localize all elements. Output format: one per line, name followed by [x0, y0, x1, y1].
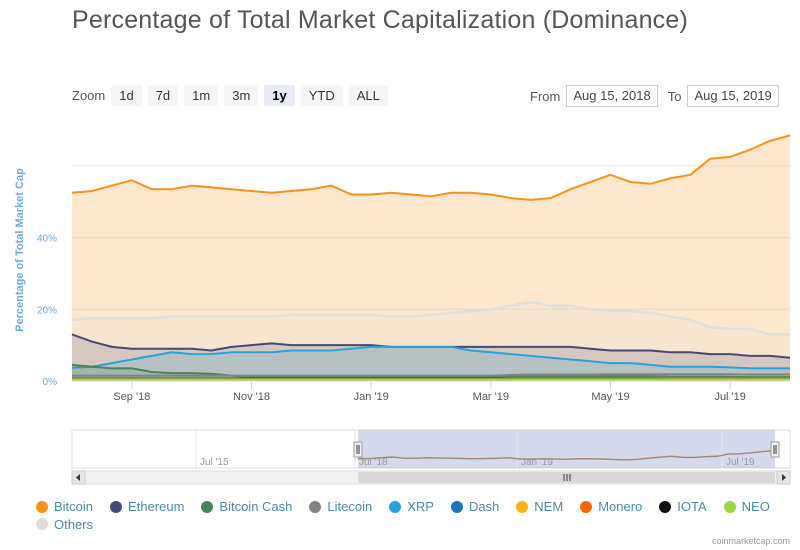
legend-label: IOTA: [677, 499, 707, 514]
from-date-input[interactable]: Aug 15, 2018: [566, 85, 658, 107]
zoom-1m-button[interactable]: 1m: [184, 84, 219, 106]
zoom-all-button[interactable]: ALL: [348, 84, 388, 106]
legend-dot-icon: [389, 500, 402, 513]
legend-dot-icon: [36, 518, 48, 530]
y-tick-label: 0%: [43, 377, 58, 388]
legend-label: NEM: [534, 499, 564, 514]
navigator-handle[interactable]: [353, 441, 363, 458]
others-line: [71, 300, 790, 336]
legend-item-ethereum[interactable]: Ethereum: [110, 498, 184, 515]
x-tick-label: Jul '19: [714, 391, 745, 403]
y-tick-label: 20%: [37, 305, 57, 316]
legend: Bitcoin Ethereum Bitcoin Cash Litecoin XRP Da…: [36, 498, 796, 533]
legend-dot-icon: [723, 500, 736, 513]
from-label: From: [530, 88, 561, 104]
xrp-area: [72, 346, 790, 381]
legend-item-others[interactable]: Others: [36, 516, 93, 533]
legend-dot-icon: [110, 500, 123, 513]
bitcoin-cash-line: [71, 363, 790, 379]
legend-dot-icon: [659, 500, 672, 513]
navigator-selection[interactable]: [358, 430, 775, 468]
navigator-tick-label: Jul '15: [200, 457, 229, 468]
legend-item-litecoin[interactable]: Litecoin: [309, 498, 372, 515]
x-tick-label: May '19: [591, 391, 629, 403]
legend-dot-icon: [516, 500, 529, 513]
legend-dot-icon: [309, 500, 322, 513]
zoom-7d-button[interactable]: 7d: [147, 84, 179, 106]
zoom-ytd-button[interactable]: YTD: [300, 84, 343, 106]
bitcoin-area: [72, 135, 790, 381]
legend-item-monero[interactable]: Monero: [580, 498, 642, 515]
zoom-1d-button[interactable]: 1d: [111, 84, 142, 106]
legend-item-neo[interactable]: NEO: [723, 498, 770, 515]
chart-title: Percentage of Total Market Capitalizatio…: [72, 6, 688, 34]
zoom-label: Zoom: [72, 87, 106, 103]
legend-item-nem[interactable]: NEM: [516, 498, 563, 515]
legend-item-xrp[interactable]: XRP: [389, 498, 434, 515]
legend-dot-icon: [201, 500, 214, 513]
arrow-left-icon: [76, 474, 80, 481]
legend-label: Others: [54, 516, 94, 532]
x-tick-label: Sep '18: [113, 391, 150, 403]
y-axis-label: Percentage of Total Market Cap: [14, 168, 26, 332]
navigator-handle[interactable]: [770, 441, 780, 458]
zoom-controls: Zoom 1d 7d 1m 3m 1y YTD ALL: [72, 84, 394, 106]
legend-dot-icon: [36, 500, 48, 513]
navigator[interactable]: Jul '15 Jul '18 Jan '19 Jul '19: [71, 429, 791, 485]
y-tick-label: 40%: [37, 234, 57, 245]
x-tick-label: Jan '19: [354, 391, 389, 403]
legend-item-dash[interactable]: Dash: [450, 498, 500, 515]
legend-label: Monero: [598, 499, 643, 514]
x-tick-label: Nov '18: [233, 391, 270, 403]
series-areas: [71, 134, 791, 381]
legend-label: XRP: [407, 499, 434, 514]
legend-item-iota[interactable]: IOTA: [659, 498, 707, 515]
legend-item-bitcoin-cash[interactable]: Bitcoin Cash: [201, 498, 292, 515]
legend-label: Bitcoin Cash: [219, 499, 293, 514]
legend-item-bitcoin[interactable]: Bitcoin: [36, 498, 93, 515]
legend-label: NEO: [741, 499, 770, 514]
to-date-input[interactable]: Aug 15, 2019: [687, 85, 779, 107]
navigator-tick-label: Jul '18: [359, 457, 388, 468]
litecoin-line: [72, 373, 790, 377]
xrp-line: [71, 345, 790, 370]
x-tick-label: Mar '19: [473, 391, 509, 403]
x-axis-ticks: Sep '18 Nov '18 Jan '19 Mar '19 May '19 Jul '…: [72, 380, 790, 403]
zoom-1y-button[interactable]: 1y: [264, 84, 295, 106]
navigator-tick-label: Jul '19: [726, 457, 755, 468]
navigator-frame: [71, 429, 791, 469]
to-label: To: [667, 88, 682, 104]
legend-dot-icon: [580, 500, 593, 513]
y-axis-ticks: 0% 20% 40%: [37, 234, 57, 388]
legend-label: Dash: [468, 499, 500, 514]
others-area: [72, 302, 790, 381]
arrow-right-icon: [782, 474, 786, 481]
source-credit: coinmarketcap.com: [711, 536, 790, 546]
bitcoin-line: [71, 134, 791, 201]
legend-label: Litecoin: [327, 499, 373, 514]
legend-label: Ethereum: [128, 499, 185, 514]
date-range: From Aug 15, 2018 To Aug 15, 2019: [530, 85, 779, 107]
zoom-3m-button[interactable]: 3m: [224, 84, 259, 106]
legend-dot-icon: [450, 500, 463, 513]
legend-label: Bitcoin: [54, 499, 94, 514]
navigator-series-line: [357, 450, 776, 461]
navigator-tick-label: Jan '19: [521, 457, 553, 468]
